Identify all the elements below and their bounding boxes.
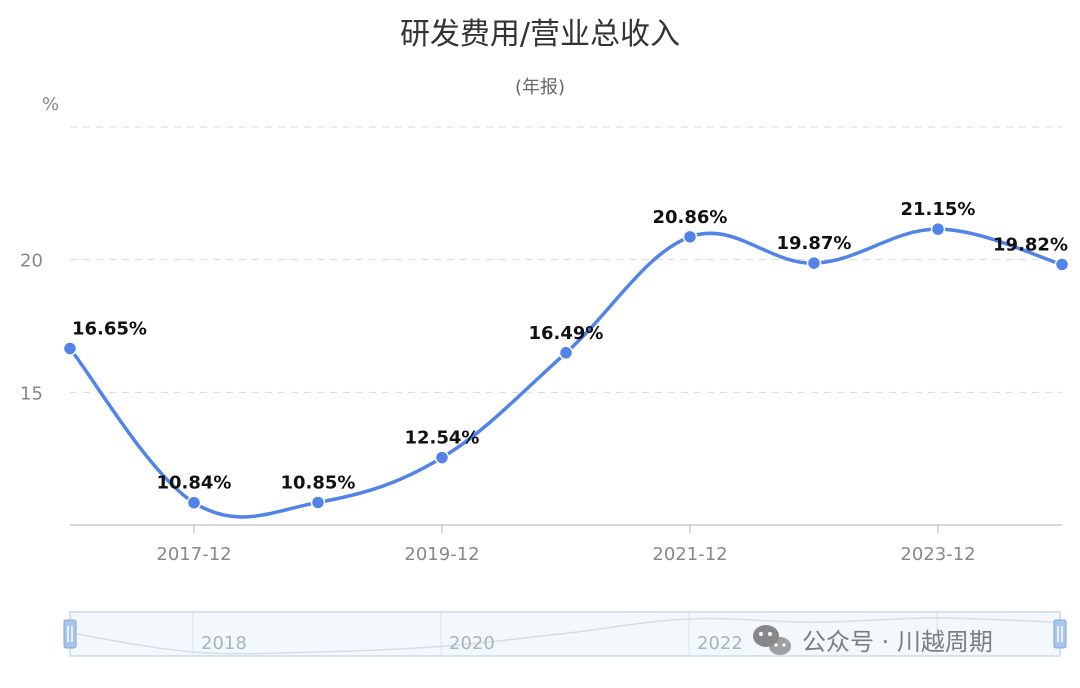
data-point[interactable] (310, 495, 326, 510)
data-label-layer: 16.65% 10.84% 10.85% 12.54% 16.49% 20.86% 19.8… (72, 199, 1068, 494)
handle-body[interactable] (63, 619, 77, 649)
wechat-icon (753, 625, 791, 655)
axis-layer: 15 20 2017-12 2019-12 2021-12 2023-12 (20, 251, 1062, 565)
data-point[interactable] (186, 495, 202, 510)
data-point[interactable] (682, 229, 698, 245)
data-label: 19.82% (993, 234, 1068, 255)
data-label: 21.15% (901, 199, 976, 220)
y-tick-label: 15 (20, 383, 43, 404)
zoom-label: 2020 (449, 633, 495, 654)
zoom-handle-right[interactable] (1053, 619, 1067, 649)
chart-subtitle: (年报) (515, 77, 565, 98)
data-point[interactable] (434, 450, 450, 465)
data-label: 16.65% (72, 319, 147, 340)
data-point[interactable] (1054, 257, 1070, 272)
handle-body[interactable] (1053, 619, 1067, 649)
data-point[interactable] (62, 341, 78, 356)
x-tick-label: 2021-12 (652, 544, 727, 565)
data-label: 19.87% (777, 233, 852, 254)
zoom-label: 2018 (201, 633, 247, 654)
data-point[interactable] (806, 255, 822, 271)
x-tick-label: 2019-12 (404, 544, 479, 565)
series-layer (62, 221, 1070, 519)
watermark: 公众号 · 川越周期 (753, 625, 993, 656)
data-zoom-slider[interactable]: 2018 2020 2022 (63, 611, 1067, 657)
chart-title: 研发费用/营业总收入 (400, 17, 680, 52)
data-label: 10.85% (281, 472, 356, 493)
y-axis-unit: % (42, 94, 59, 115)
data-label: 20.86% (653, 207, 728, 228)
x-tick-label: 2023-12 (900, 544, 975, 565)
y-tick-label: 20 (20, 251, 43, 272)
data-label: 12.54% (405, 428, 480, 449)
data-label: 16.49% (529, 323, 604, 344)
data-label: 10.84% (157, 473, 232, 494)
grid-layer (70, 126, 1062, 393)
watermark-text: 公众号 · 川越周期 (802, 628, 993, 656)
x-tick-label: 2017-12 (156, 544, 231, 565)
zoom-label: 2022 (697, 633, 743, 654)
zoom-handle-left[interactable] (63, 619, 77, 649)
data-point[interactable] (930, 221, 946, 237)
data-point[interactable] (558, 345, 574, 361)
zoom-preview-line (69, 617, 1061, 655)
